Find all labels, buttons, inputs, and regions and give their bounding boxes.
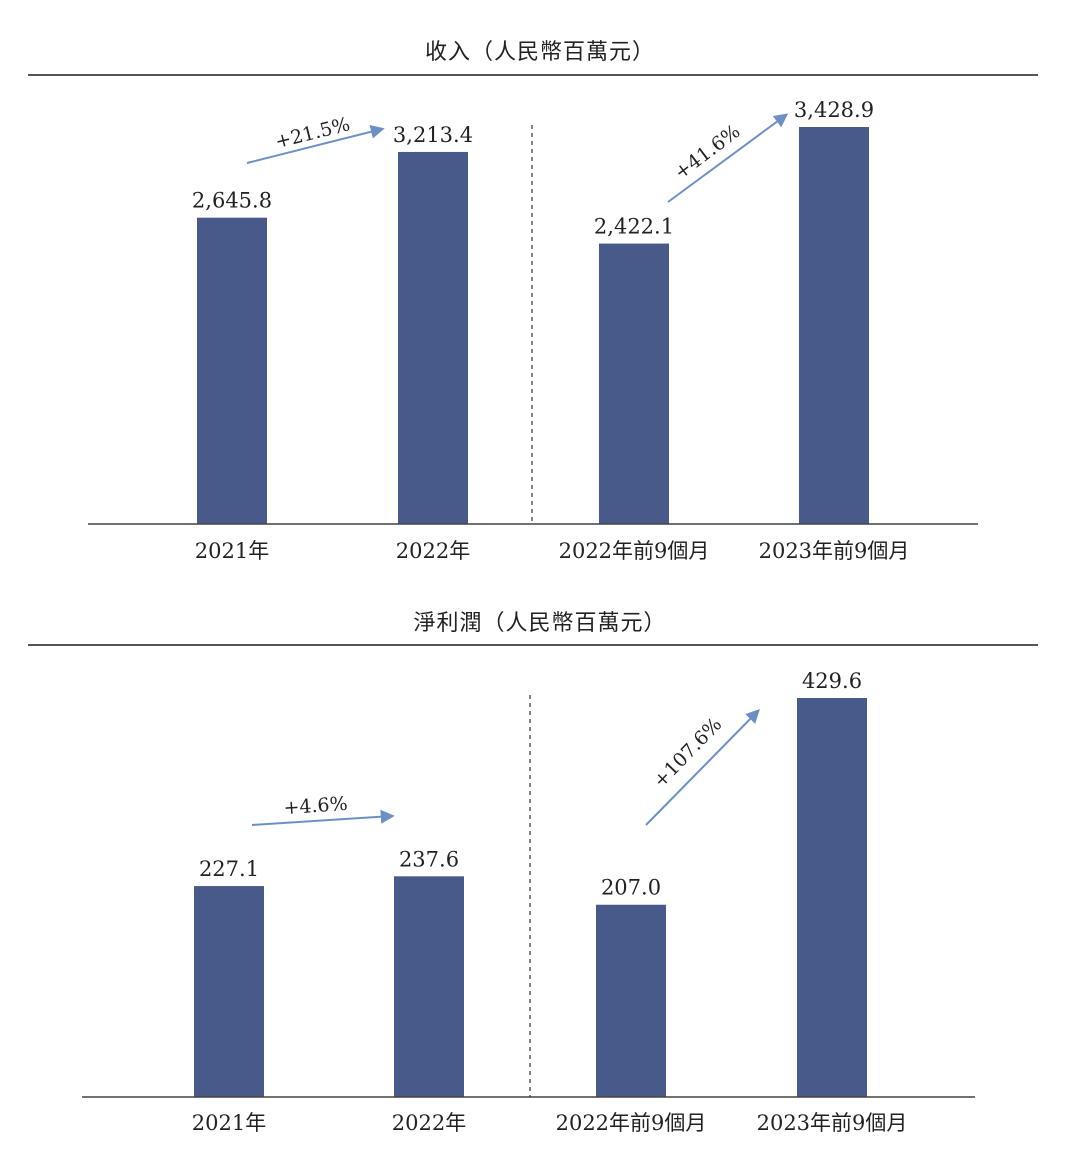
revenue-growth-label-1: +41.6% <box>670 120 744 183</box>
net-profit-tick-label-0: 2021年 <box>192 1111 266 1135</box>
revenue-growth-arrow-1 <box>667 113 789 203</box>
revenue-value-label-1: 3,213.4 <box>393 123 473 147</box>
net-profit-value-label-2: 207.0 <box>601 876 661 900</box>
revenue-chart: 收入（人民幣百萬元） 2,645.8 2021年 3,213.4 2022年 2,422… <box>28 40 1038 563</box>
net-profit-value-label-1: 237.6 <box>399 847 459 871</box>
revenue-tick-label-2: 2022年前9個月 <box>559 539 710 563</box>
revenue-plot: 2,645.8 2021年 3,213.4 2022年 2,422.1 2022年前9個月… <box>88 98 978 563</box>
net-profit-tick-label-1: 2022年 <box>392 1111 466 1135</box>
revenue-tick-label-1: 2022年 <box>396 539 470 563</box>
net-profit-plot: 227.1 2021年 237.6 2022年 207.0 2022年前9個月 429.6 2… <box>82 669 975 1135</box>
revenue-tick-label-0: 2021年 <box>195 539 269 563</box>
revenue-value-label-2: 2,422.1 <box>594 215 674 239</box>
net-profit-growth-arrow-1 <box>645 709 760 826</box>
net-profit-bar-0 <box>194 886 264 1097</box>
net-profit-value-label-3: 429.6 <box>802 669 862 693</box>
net-profit-tick-label-2: 2022年前9個月 <box>556 1111 707 1135</box>
net-profit-bar-3 <box>797 698 867 1097</box>
net-profit-growth-label-1: +107.6% <box>649 713 726 792</box>
net-profit-bar-2 <box>596 904 666 1097</box>
net-profit-chart: 淨利潤（人民幣百萬元） 227.1 2021年 237.6 2022年 207.0 202… <box>0 580 1080 1158</box>
net-profit-growth-label-0: +4.6% <box>283 793 349 819</box>
net-profit-growth-arrow-0 <box>251 809 395 826</box>
revenue-growth-arrow-0 <box>246 124 385 164</box>
revenue-value-label-0: 2,645.8 <box>192 189 272 213</box>
net-profit-value-label-0: 227.1 <box>199 857 259 881</box>
revenue-bar-0 <box>197 217 267 524</box>
revenue-title-rule <box>28 74 1038 76</box>
revenue-bar-3 <box>799 127 869 524</box>
net-profit-tick-label-3: 2023年前9個月 <box>757 1111 908 1135</box>
revenue-value-label-3: 3,428.9 <box>794 98 874 122</box>
net-profit-title-rule <box>28 644 1038 646</box>
revenue-bar-1 <box>398 151 468 524</box>
revenue-bar-2 <box>599 243 669 525</box>
net-profit-bar-1 <box>394 876 464 1097</box>
revenue-chart-title: 收入（人民幣百萬元） <box>424 40 655 65</box>
net-profit-chart-title: 淨利潤（人民幣百萬元） <box>413 611 667 636</box>
revenue-tick-label-3: 2023年前9個月 <box>759 539 910 563</box>
